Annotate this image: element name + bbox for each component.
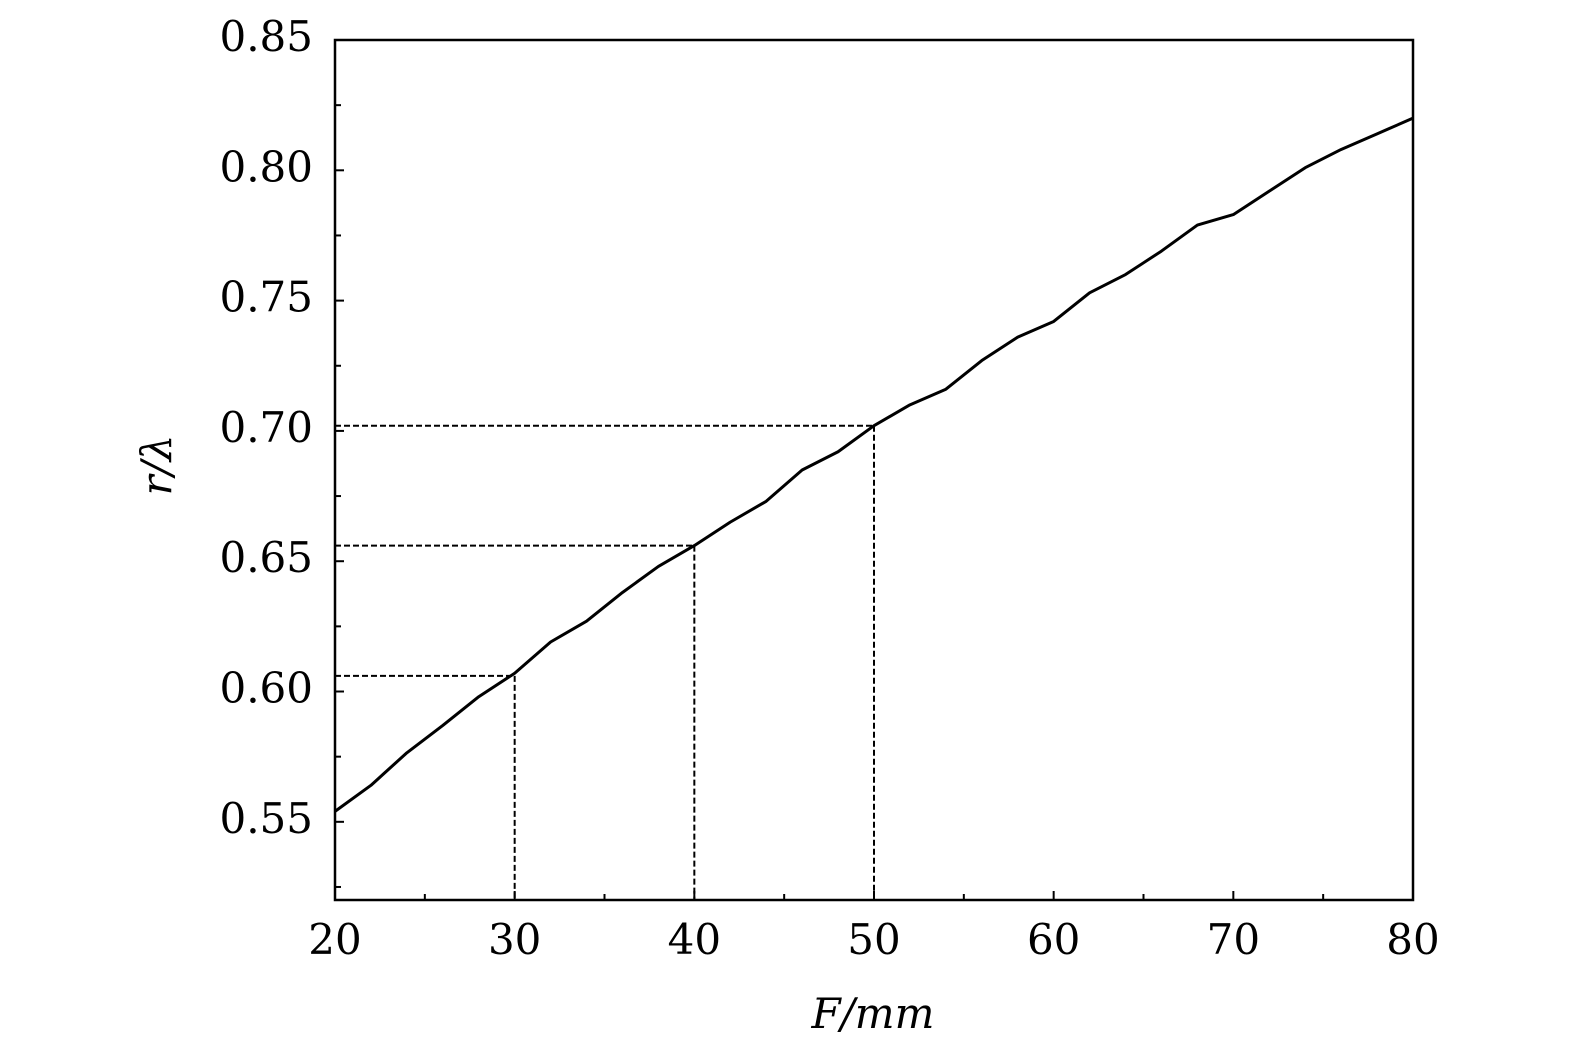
x-tick-label: 60 xyxy=(1027,915,1080,964)
y-tick-label: 0.55 xyxy=(219,794,313,843)
y-tick-label: 0.65 xyxy=(219,533,313,582)
x-tick-label: 20 xyxy=(308,915,361,964)
x-tick-label: 70 xyxy=(1207,915,1260,964)
x-axis-label: F/mm xyxy=(811,989,935,1038)
x-tick-label: 80 xyxy=(1386,915,1439,964)
data-line xyxy=(334,116,1414,813)
x-tick-label: 30 xyxy=(488,915,541,964)
y-axis-label: r/λ xyxy=(132,435,181,496)
y-tick-label: 0.70 xyxy=(219,403,313,452)
y-tick-label: 0.80 xyxy=(219,142,313,191)
y-tick-label: 0.75 xyxy=(219,273,313,322)
y-tick-label: 0.85 xyxy=(219,12,313,61)
x-tick-label: 50 xyxy=(847,915,900,964)
y-tick-label: 0.60 xyxy=(219,664,313,713)
x-tick-label: 40 xyxy=(668,915,721,964)
